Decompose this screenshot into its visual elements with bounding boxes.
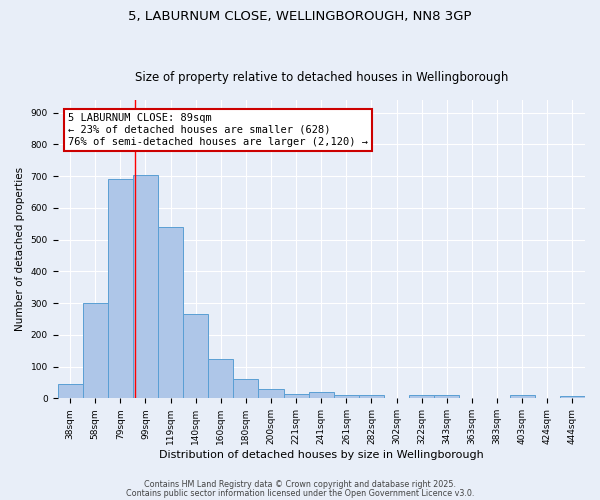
Bar <box>183 314 208 398</box>
Text: 5 LABURNUM CLOSE: 89sqm
← 23% of detached houses are smaller (628)
76% of semi-d: 5 LABURNUM CLOSE: 89sqm ← 23% of detache… <box>68 114 368 146</box>
Text: Contains HM Land Registry data © Crown copyright and database right 2025.: Contains HM Land Registry data © Crown c… <box>144 480 456 489</box>
Bar <box>208 358 233 399</box>
Bar <box>259 390 284 398</box>
Bar <box>309 392 334 398</box>
Bar <box>509 395 535 398</box>
Bar <box>233 380 259 398</box>
Title: Size of property relative to detached houses in Wellingborough: Size of property relative to detached ho… <box>134 70 508 84</box>
Text: Contains public sector information licensed under the Open Government Licence v3: Contains public sector information licen… <box>126 488 474 498</box>
Bar <box>58 384 83 398</box>
Bar <box>334 395 359 398</box>
Bar <box>158 227 183 398</box>
Bar <box>409 395 434 398</box>
Text: 5, LABURNUM CLOSE, WELLINGBOROUGH, NN8 3GP: 5, LABURNUM CLOSE, WELLINGBOROUGH, NN8 3… <box>128 10 472 23</box>
Bar <box>284 394 309 398</box>
Bar <box>560 396 585 398</box>
Bar <box>434 395 460 398</box>
Bar <box>108 180 133 398</box>
Bar <box>83 303 108 398</box>
Bar <box>359 395 384 398</box>
Bar <box>133 174 158 398</box>
Y-axis label: Number of detached properties: Number of detached properties <box>15 167 25 331</box>
X-axis label: Distribution of detached houses by size in Wellingborough: Distribution of detached houses by size … <box>159 450 484 460</box>
